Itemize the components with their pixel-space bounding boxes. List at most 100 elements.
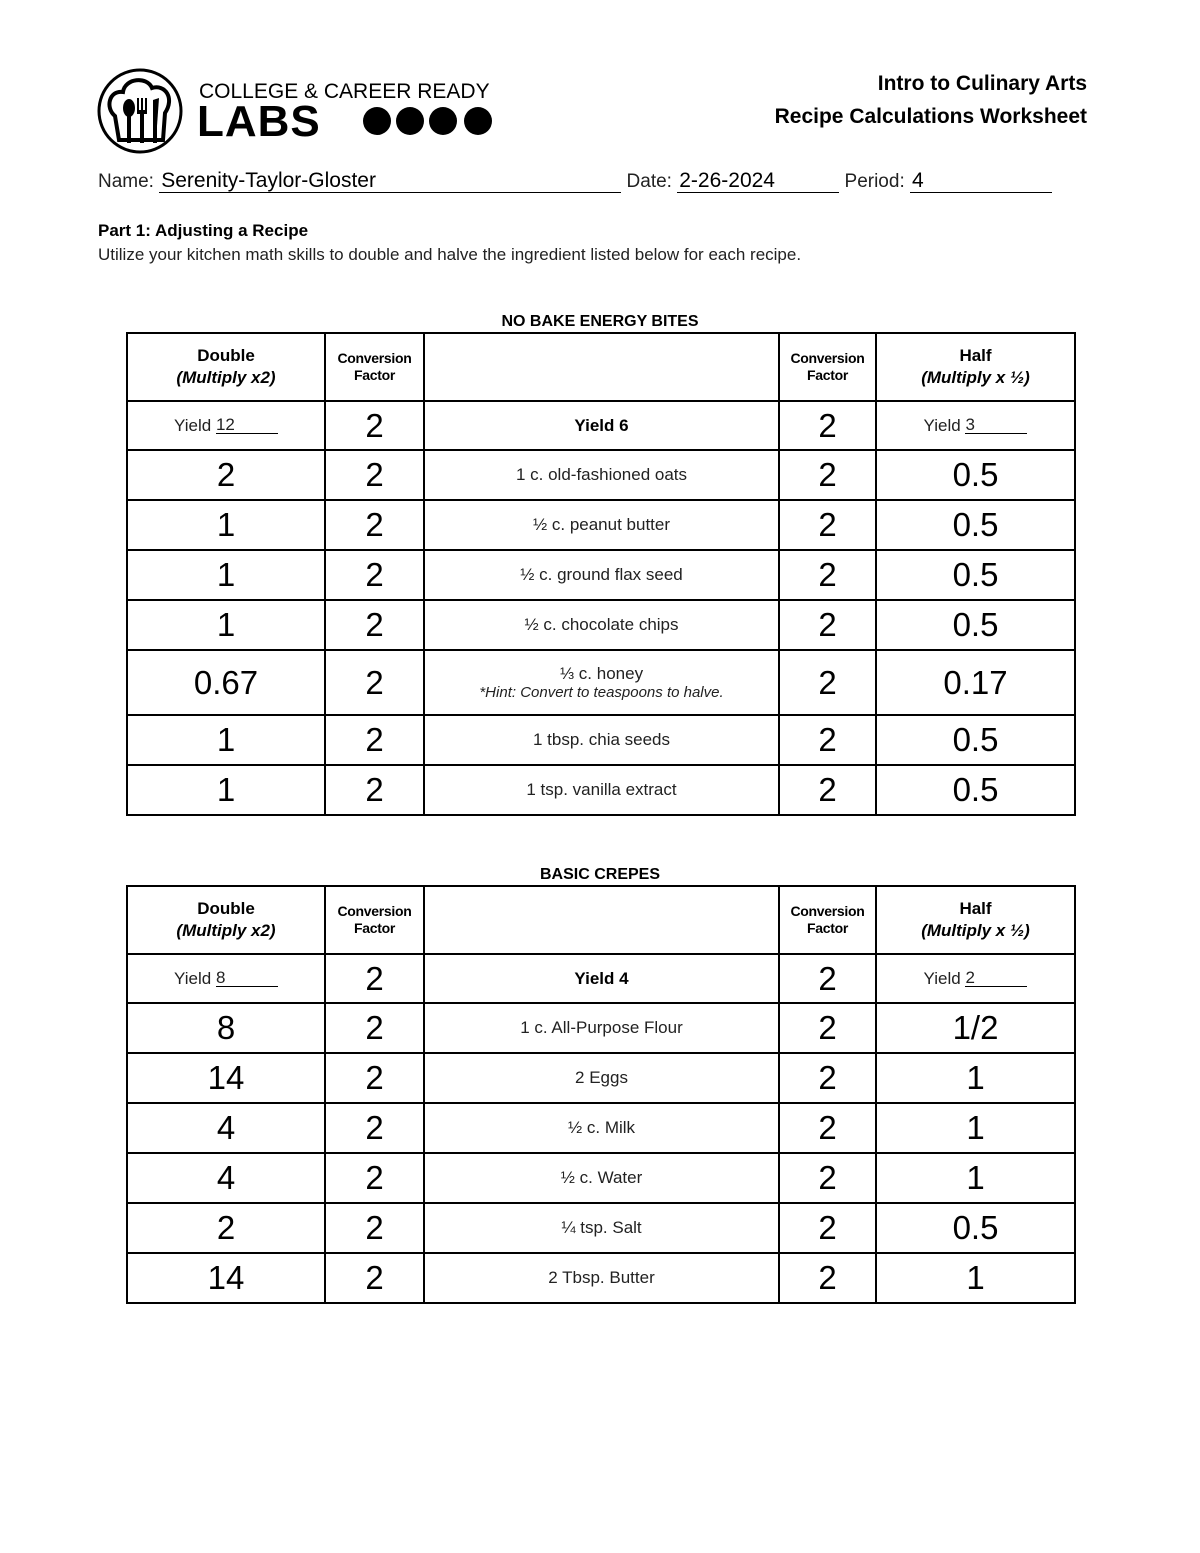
table-title: BASIC CREPES bbox=[539, 866, 661, 883]
conversion-factor[interactable]: 2 bbox=[324, 449, 425, 501]
part1-instructions: Utilize your kitchen math skills to doub… bbox=[98, 245, 802, 264]
double-value[interactable]: 1 bbox=[126, 599, 326, 651]
double-value[interactable]: 1 bbox=[126, 714, 326, 766]
conversion-factor[interactable]: 2 bbox=[324, 649, 425, 716]
conversion-factor[interactable]: 2 bbox=[324, 1252, 425, 1304]
ingredient: ⅓ c. honey *Hint: Convert to teaspoons to… bbox=[423, 649, 780, 716]
conversion-factor: 2 bbox=[778, 400, 877, 451]
worksheet-title: Recipe Calculations Worksheet bbox=[774, 105, 1087, 128]
ingredient-header bbox=[423, 332, 780, 402]
conversion-factor: 2 bbox=[324, 953, 425, 1004]
conversion-factor[interactable]: 2 bbox=[778, 1252, 877, 1304]
ingredient-row: 14 2 2 Tbsp. Butter 2 1 bbox=[126, 1252, 1076, 1304]
half-value[interactable]: 0.5 bbox=[875, 764, 1076, 816]
conversion-factor[interactable]: 2 bbox=[324, 499, 425, 551]
double-yield-field[interactable]: 8 bbox=[215, 969, 278, 987]
conversion-factor[interactable]: 2 bbox=[324, 1202, 425, 1254]
double-value[interactable]: 4 bbox=[126, 1152, 326, 1204]
double-value[interactable]: 8 bbox=[126, 1002, 326, 1054]
ingredient-row: 0.67 2 ⅓ c. honey *Hint: Convert to teaspoo… bbox=[126, 649, 1076, 716]
ingredient-header bbox=[423, 885, 780, 955]
double-value[interactable]: 14 bbox=[126, 1252, 326, 1304]
period-label: Period: bbox=[844, 171, 905, 192]
ingredient: ½ c. Water bbox=[423, 1152, 780, 1204]
half-value[interactable]: 1 bbox=[875, 1152, 1076, 1204]
ingredient: ½ c. ground flax seed bbox=[423, 549, 780, 601]
half-value[interactable]: 1 bbox=[875, 1102, 1076, 1154]
double-value[interactable]: 4 bbox=[126, 1102, 326, 1154]
half-header: Half (Multiply x ½) bbox=[875, 332, 1076, 402]
original-yield: Yield 6 bbox=[423, 400, 780, 451]
conversion-factor[interactable]: 2 bbox=[778, 449, 877, 501]
conversion-factor[interactable]: 2 bbox=[778, 1102, 877, 1154]
ingredient: 1 tbsp. chia seeds bbox=[423, 714, 780, 766]
half-yield-field[interactable]: 2 bbox=[965, 969, 1028, 987]
conversion-factor[interactable]: 2 bbox=[324, 764, 425, 816]
double-value[interactable]: 14 bbox=[126, 1052, 326, 1104]
conversion-factor[interactable]: 2 bbox=[324, 1002, 425, 1054]
conversion-factor[interactable]: 2 bbox=[778, 649, 877, 716]
conversion-factor[interactable]: 2 bbox=[778, 1002, 877, 1054]
conversion-factor[interactable]: 2 bbox=[324, 599, 425, 651]
conversion-factor[interactable]: 2 bbox=[778, 1152, 877, 1204]
conversion-factor[interactable]: 2 bbox=[778, 1052, 877, 1104]
half-yield-field[interactable]: 3 bbox=[965, 416, 1028, 434]
conversion-factor: 2 bbox=[778, 953, 877, 1004]
half-value[interactable]: 0.5 bbox=[875, 714, 1076, 766]
ingredient: ½ c. Milk bbox=[423, 1102, 780, 1154]
conversion-factor[interactable]: 2 bbox=[778, 714, 877, 766]
conversion-factor[interactable]: 2 bbox=[778, 599, 877, 651]
half-value[interactable]: 0.5 bbox=[875, 549, 1076, 601]
name-label: Name: bbox=[98, 171, 154, 192]
double-header: Double (Multiply x2) bbox=[126, 885, 326, 955]
double-value[interactable]: 2 bbox=[126, 449, 326, 501]
half-value[interactable]: 1 bbox=[875, 1252, 1076, 1304]
conversion-factor[interactable]: 2 bbox=[778, 764, 877, 816]
ingredient: 1 c. old-fashioned oats bbox=[423, 449, 780, 501]
conversion-factor[interactable]: 2 bbox=[324, 1052, 425, 1104]
conversion-factor[interactable]: 2 bbox=[324, 549, 425, 601]
conversion-factor: 2 bbox=[324, 400, 425, 451]
conversion-factor[interactable]: 2 bbox=[778, 499, 877, 551]
conversion-factor[interactable]: 2 bbox=[324, 1152, 425, 1204]
half-value[interactable]: 0.5 bbox=[875, 449, 1076, 501]
conversion-factor[interactable]: 2 bbox=[324, 1102, 425, 1154]
period-field[interactable]: 4 bbox=[910, 170, 1052, 193]
double-value[interactable]: 1 bbox=[126, 549, 326, 601]
ingredient: 1 c. All-Purpose Flour bbox=[423, 1002, 780, 1054]
conversion-factor-header: Conversion Factor bbox=[778, 332, 877, 402]
double-value[interactable]: 1 bbox=[126, 499, 326, 551]
conversion-factor[interactable]: 2 bbox=[324, 714, 425, 766]
svg-text:LABS: LABS bbox=[197, 97, 321, 146]
svg-text:COLLEGE & CAREER READY: COLLEGE & CAREER READY bbox=[199, 80, 490, 103]
double-yield-field[interactable]: 12 bbox=[215, 416, 278, 434]
ingredient: 2 Eggs bbox=[423, 1052, 780, 1104]
course-title: Intro to Culinary Arts bbox=[877, 72, 1087, 95]
half-yield: Yield 2 bbox=[875, 953, 1076, 1004]
table-title: NO BAKE ENERGY BITES bbox=[501, 313, 699, 330]
date-field[interactable]: 2-26-2024 bbox=[677, 170, 840, 193]
half-value[interactable]: 0.5 bbox=[875, 1202, 1076, 1254]
basic-crepes-table: Double (Multiply x2) Conversion Factor Conve… bbox=[126, 885, 1076, 1304]
double-value[interactable]: 0.67 bbox=[126, 649, 326, 716]
double-value[interactable]: 2 bbox=[126, 1202, 326, 1254]
conversion-factor[interactable]: 2 bbox=[778, 549, 877, 601]
double-header: Double (Multiply x2) bbox=[126, 332, 326, 402]
half-value[interactable]: 1/2 bbox=[875, 1002, 1076, 1054]
double-yield: Yield 12 bbox=[126, 400, 326, 451]
half-value[interactable]: 0.17 bbox=[875, 649, 1076, 716]
header-row: Double (Multiply x2) Conversion Factor Conve… bbox=[126, 885, 1076, 955]
double-value[interactable]: 1 bbox=[126, 764, 326, 816]
conversion-factor[interactable]: 2 bbox=[778, 1202, 877, 1254]
name-field[interactable]: Serenity-Taylor-Gloster bbox=[159, 170, 622, 193]
half-value[interactable]: 0.5 bbox=[875, 499, 1076, 551]
half-value[interactable]: 1 bbox=[875, 1052, 1076, 1104]
half-value[interactable]: 0.5 bbox=[875, 599, 1076, 651]
conversion-factor-header: Conversion Factor bbox=[324, 885, 425, 955]
